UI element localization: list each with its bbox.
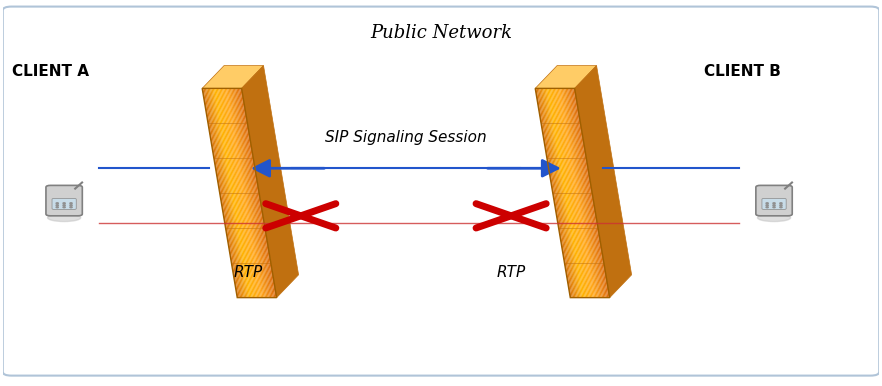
Circle shape	[70, 205, 72, 206]
Polygon shape	[214, 88, 250, 298]
Polygon shape	[562, 88, 598, 298]
Polygon shape	[239, 88, 275, 298]
Polygon shape	[572, 88, 609, 298]
Polygon shape	[205, 88, 241, 298]
Polygon shape	[544, 88, 580, 298]
Circle shape	[56, 207, 58, 208]
Polygon shape	[575, 66, 632, 298]
Polygon shape	[207, 88, 243, 298]
Polygon shape	[220, 88, 256, 298]
Polygon shape	[228, 88, 265, 298]
Polygon shape	[234, 88, 270, 298]
Circle shape	[780, 203, 782, 204]
Polygon shape	[235, 88, 272, 298]
Polygon shape	[242, 66, 299, 298]
Polygon shape	[565, 88, 602, 298]
Polygon shape	[202, 66, 264, 88]
Polygon shape	[546, 88, 582, 298]
Circle shape	[773, 203, 775, 204]
Polygon shape	[210, 88, 246, 298]
Circle shape	[773, 205, 775, 206]
Polygon shape	[202, 88, 238, 298]
Polygon shape	[542, 88, 579, 298]
Circle shape	[780, 207, 782, 208]
Polygon shape	[204, 88, 240, 298]
FancyBboxPatch shape	[756, 185, 792, 216]
Text: RTP: RTP	[497, 266, 526, 280]
Polygon shape	[230, 88, 266, 298]
Polygon shape	[209, 88, 245, 298]
Polygon shape	[237, 88, 274, 298]
Circle shape	[766, 207, 768, 208]
FancyBboxPatch shape	[52, 198, 76, 209]
Polygon shape	[549, 88, 586, 298]
FancyBboxPatch shape	[3, 7, 879, 376]
Polygon shape	[212, 88, 248, 298]
Polygon shape	[218, 88, 254, 298]
Text: Public Network: Public Network	[370, 24, 512, 42]
Polygon shape	[564, 88, 601, 298]
Polygon shape	[535, 66, 596, 88]
Polygon shape	[536, 88, 573, 298]
Polygon shape	[213, 88, 249, 298]
Polygon shape	[236, 88, 273, 298]
Polygon shape	[552, 88, 588, 298]
Polygon shape	[543, 88, 579, 298]
Polygon shape	[549, 88, 585, 298]
FancyBboxPatch shape	[46, 185, 82, 216]
Polygon shape	[228, 88, 264, 298]
Polygon shape	[557, 88, 593, 298]
Circle shape	[773, 207, 775, 208]
Polygon shape	[539, 88, 576, 298]
Ellipse shape	[48, 214, 80, 222]
Polygon shape	[571, 88, 607, 298]
Ellipse shape	[758, 214, 790, 222]
Circle shape	[63, 207, 65, 208]
Circle shape	[780, 205, 782, 206]
Circle shape	[63, 203, 65, 204]
Polygon shape	[554, 88, 590, 298]
Text: CLIENT A: CLIENT A	[11, 64, 88, 79]
Polygon shape	[231, 88, 267, 298]
Text: CLIENT B: CLIENT B	[704, 64, 781, 79]
Circle shape	[63, 205, 65, 206]
Polygon shape	[220, 88, 257, 298]
FancyBboxPatch shape	[762, 198, 786, 209]
Circle shape	[766, 205, 768, 206]
Polygon shape	[232, 88, 269, 298]
Polygon shape	[560, 88, 596, 298]
Circle shape	[56, 205, 58, 206]
Circle shape	[70, 203, 72, 204]
Polygon shape	[206, 88, 243, 298]
Polygon shape	[551, 88, 587, 298]
Polygon shape	[559, 88, 595, 298]
Polygon shape	[563, 88, 599, 298]
Polygon shape	[225, 88, 261, 298]
Circle shape	[56, 203, 58, 204]
Polygon shape	[547, 88, 583, 298]
Polygon shape	[215, 88, 251, 298]
Circle shape	[766, 203, 768, 204]
Polygon shape	[557, 88, 594, 298]
Polygon shape	[541, 88, 577, 298]
Text: RTP: RTP	[234, 266, 263, 280]
Polygon shape	[223, 88, 259, 298]
Polygon shape	[222, 88, 258, 298]
Polygon shape	[217, 88, 253, 298]
Polygon shape	[570, 88, 606, 298]
Polygon shape	[538, 88, 574, 298]
Polygon shape	[555, 88, 591, 298]
Polygon shape	[226, 88, 262, 298]
Polygon shape	[535, 88, 572, 298]
Circle shape	[70, 207, 72, 208]
Polygon shape	[240, 88, 277, 298]
Polygon shape	[568, 88, 604, 298]
Polygon shape	[573, 88, 609, 298]
Text: SIP Signaling Session: SIP Signaling Session	[325, 130, 487, 146]
Polygon shape	[567, 88, 603, 298]
